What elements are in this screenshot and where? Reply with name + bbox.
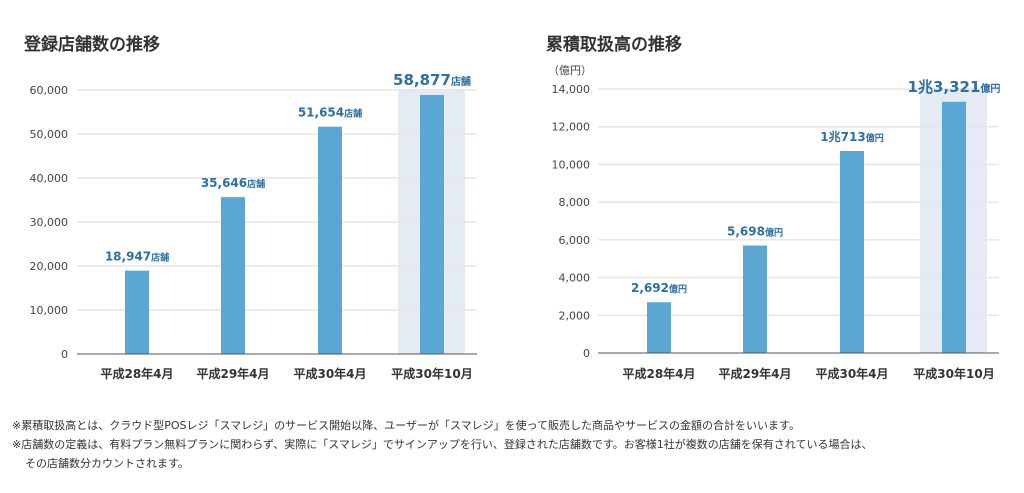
footnote-transaction-volume: ※累積取扱高とは、クラウド型POSレジ「スマレジ」のサービス開始以降、ユーザーが… xyxy=(12,419,800,432)
data-label-unit: 億円 xyxy=(765,227,783,239)
chart-title: 累積取扱高の推移 xyxy=(546,34,682,55)
x-tick-label: 平成29年4月 xyxy=(196,366,269,381)
data-label-number: 5,698 xyxy=(727,225,765,239)
y-tick-label: 4,000 xyxy=(559,272,591,285)
data-label-number: 35,646 xyxy=(201,176,247,190)
y-axis-unit-label: （億円） xyxy=(548,64,592,77)
bar xyxy=(420,94,444,355)
chart-title: 登録店舗数の推移 xyxy=(23,34,160,55)
x-tick-label: 平成29年4月 xyxy=(718,366,791,381)
data-label-unit: 億円 xyxy=(866,132,884,144)
y-tick-label: 14,000 xyxy=(552,83,591,96)
data-label: 1兆713億円 xyxy=(820,129,883,144)
data-label-unit: 億円 xyxy=(980,82,1000,95)
data-label: 18,947店舗 xyxy=(105,250,169,264)
x-tick-label: 平成30年10月 xyxy=(391,366,472,381)
data-label-number: 1兆713 xyxy=(820,129,865,144)
y-tick-label: 0 xyxy=(583,347,590,360)
footnote-store-count: ※店舗数の定義は、有料プラン無料プランに関わらず、実際に「スマレジ」でサインアッ… xyxy=(12,438,873,451)
y-tick-label: 30,000 xyxy=(30,216,69,229)
data-label: 35,646店舗 xyxy=(201,176,265,190)
bar xyxy=(318,126,342,354)
x-tick-label: 平成28年4月 xyxy=(100,366,173,381)
y-tick-label: 2,000 xyxy=(559,309,591,322)
x-tick-label: 平成30年4月 xyxy=(815,366,888,381)
bar xyxy=(125,270,149,354)
y-tick-label: 10,000 xyxy=(552,158,591,171)
footnotes: ※累積取扱高とは、クラウド型POSレジ「スマレジ」のサービス開始以降、ユーザーが… xyxy=(12,416,872,473)
data-label-unit: 店舗 xyxy=(344,108,362,120)
data-label: 58,877店舗 xyxy=(393,71,471,89)
data-label-number: 2,692 xyxy=(631,281,669,295)
data-label-number: 18,947 xyxy=(105,250,151,264)
data-label-number: 58,877 xyxy=(393,71,451,89)
bar xyxy=(743,245,767,353)
x-tick-label: 平成30年10月 xyxy=(913,366,994,381)
data-label-unit: 店舗 xyxy=(151,252,169,264)
y-tick-label: 40,000 xyxy=(30,172,69,185)
charts-canvas: 登録店舗数の推移 0 10,000 20,000 30,000 40,000 50,000 6… xyxy=(23,34,1001,381)
bar xyxy=(840,150,864,353)
data-label-number: 1兆3,321 xyxy=(908,78,981,96)
data-label-unit: 店舗 xyxy=(451,75,471,88)
y-tick-label: 8,000 xyxy=(559,196,591,209)
bar xyxy=(647,302,671,353)
data-label: 1兆3,321億円 xyxy=(908,78,1001,96)
data-label: 5,698億円 xyxy=(727,225,783,239)
y-tick-label: 0 xyxy=(61,348,68,361)
bar xyxy=(942,101,966,353)
y-tick-label: 10,000 xyxy=(30,304,69,317)
y-tick-label: 12,000 xyxy=(552,121,591,134)
data-label-unit: 店舗 xyxy=(247,178,265,190)
data-label-unit: 億円 xyxy=(669,283,687,295)
data-label: 51,654店舗 xyxy=(298,106,362,120)
data-label-number: 51,654 xyxy=(298,106,344,120)
data-label: 2,692億円 xyxy=(631,281,687,295)
y-tick-label: 60,000 xyxy=(30,84,69,97)
bar xyxy=(221,197,245,354)
y-tick-label: 20,000 xyxy=(30,260,69,273)
footnote-store-count-cont: その店舗数分カウントされます。 xyxy=(25,457,189,470)
x-tick-label: 平成28年4月 xyxy=(622,366,695,381)
y-tick-label: 6,000 xyxy=(559,234,591,247)
y-tick-label: 50,000 xyxy=(30,128,69,141)
x-tick-label: 平成30年4月 xyxy=(293,366,366,381)
